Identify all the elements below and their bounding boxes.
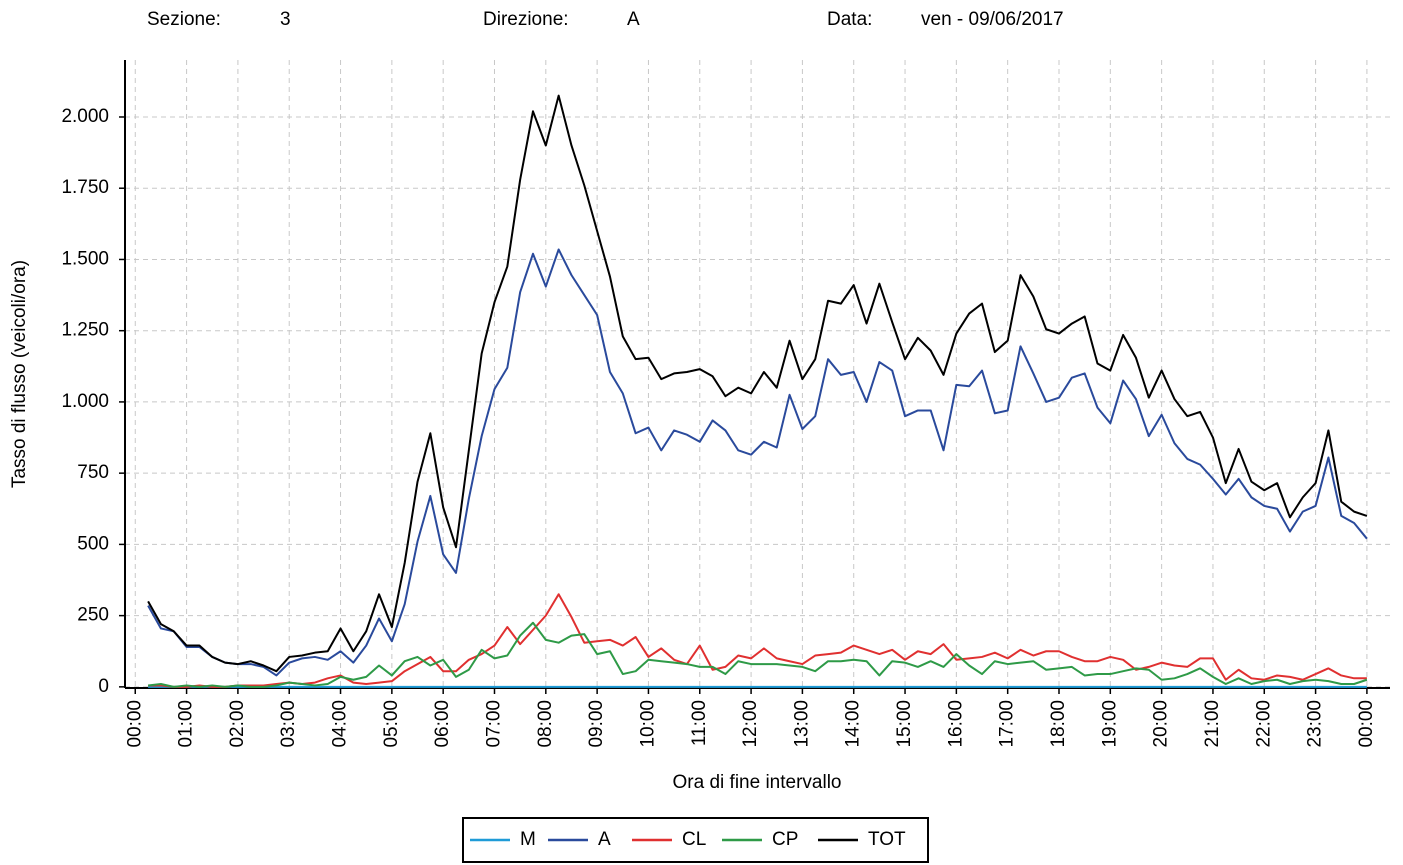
series-line (147, 248, 1368, 677)
y-tick-label: 1.750 (61, 177, 109, 198)
x-axis-label: Ora di fine intervallo (673, 772, 842, 793)
x-tick-label: 13:00 (791, 700, 812, 748)
x-tick-label: 07:00 (484, 700, 505, 748)
x-tick-label: 06:00 (432, 700, 453, 748)
direction-value: A (627, 9, 640, 30)
x-tick-label: 04:00 (330, 700, 351, 748)
legend-label: CP (772, 829, 798, 850)
x-tick-label: 12:00 (740, 700, 761, 748)
direction-label: Direzione: (483, 9, 569, 30)
date-label: Data: (827, 9, 872, 30)
series-line (147, 621, 1368, 688)
x-tick-label: 09:00 (586, 700, 607, 748)
x-tick-label: 17:00 (997, 700, 1018, 748)
x-tick-label: 19:00 (1099, 700, 1120, 748)
x-tick-label: 15:00 (894, 700, 915, 748)
x-tick-label: 21:00 (1202, 700, 1223, 748)
legend-label: TOT (868, 829, 906, 850)
series-line (147, 94, 1368, 673)
x-tick-label: 20:00 (1151, 700, 1172, 748)
y-tick-label: 2.000 (61, 106, 109, 127)
x-tick-label: 10:00 (637, 700, 658, 748)
legend-label: A (598, 829, 611, 850)
legend-label: M (520, 829, 536, 850)
y-tick-label: 1.000 (61, 391, 109, 412)
y-tick-label: 750 (77, 462, 109, 483)
x-tick-label: 03:00 (278, 700, 299, 748)
x-tick-label: 05:00 (381, 700, 402, 748)
x-tick-label: 23:00 (1305, 700, 1326, 748)
x-tick-label: 18:00 (1048, 700, 1069, 748)
section-value: 3 (280, 9, 291, 30)
y-tick-label: 0 (98, 676, 109, 697)
x-tick-label: 01:00 (176, 700, 197, 748)
x-tick-label: 02:00 (227, 700, 248, 748)
x-tick-label: 16:00 (945, 700, 966, 748)
section-label: Sezione: (147, 9, 221, 30)
x-tick-label: 11:00 (689, 700, 710, 746)
y-tick-label: 1.250 (61, 320, 109, 341)
x-tick-label: 14:00 (843, 700, 864, 748)
y-tick-label: 250 (77, 605, 109, 626)
y-tick-label: 1.500 (61, 248, 109, 269)
x-tick-label: 08:00 (535, 700, 556, 748)
date-value: ven - 09/06/2017 (921, 9, 1064, 30)
x-tick-label: 22:00 (1253, 700, 1274, 748)
x-tick-label: 00:00 (1356, 700, 1377, 748)
series-line (148, 593, 1367, 688)
y-axis-label: Tasso di flusso (veicoli/ora) (9, 260, 30, 488)
y-tick-label: 500 (77, 533, 109, 554)
legend-label: CL (682, 829, 706, 850)
x-tick-label: 00:00 (124, 700, 145, 748)
